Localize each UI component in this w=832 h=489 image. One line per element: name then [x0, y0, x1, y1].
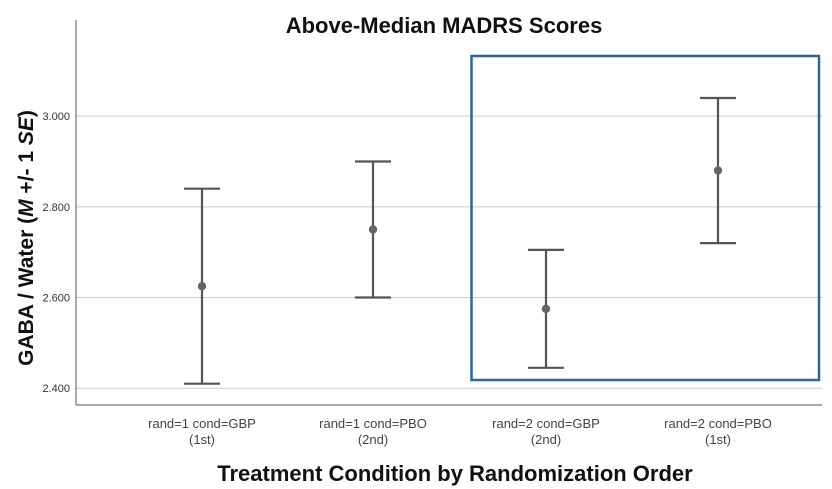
y-tick-labels: 2.400 2.600 2.800 3.000 [42, 111, 70, 395]
chart-title: Above-Median MADRS Scores [286, 13, 603, 38]
highlight-box [470, 54, 821, 382]
x-category-label: (2nd) [531, 432, 561, 447]
x-category-label: rand=1 cond=GBP [148, 416, 256, 431]
error-bar [528, 248, 564, 369]
x-category-label: rand=1 cond=PBO [319, 416, 427, 431]
x-category-label: (2nd) [358, 432, 388, 447]
x-category-label: rand=2 cond=PBO [664, 416, 772, 431]
mean-point [368, 225, 378, 234]
y-axis-label: GABA / Water (M +/- 1 SE) [15, 110, 38, 366]
x-category-labels: rand=1 cond=GBP(1st)rand=1 cond=PBO(2nd)… [148, 416, 772, 447]
error-bar [184, 187, 220, 385]
highlight-box-group [470, 54, 821, 382]
mean-point [197, 281, 207, 291]
y-tick-label: 3.000 [42, 111, 70, 123]
x-category-label: (1st) [705, 432, 731, 447]
y-tick-label: 2.600 [42, 293, 70, 305]
axes [75, 20, 822, 406]
x-category-label: rand=2 cond=GBP [492, 416, 600, 431]
grid-lines [76, 115, 822, 389]
y-tick-label: 2.400 [42, 383, 70, 395]
x-axis-label: Treatment Condition by Randomization Ord… [217, 461, 693, 486]
mean-point [541, 304, 551, 314]
error-bar [355, 160, 391, 299]
y-tick-label: 2.800 [42, 202, 70, 214]
x-category-label: (1st) [189, 432, 215, 447]
error-bar [700, 96, 736, 245]
mean-point [713, 166, 723, 175]
error-bars [184, 96, 736, 385]
